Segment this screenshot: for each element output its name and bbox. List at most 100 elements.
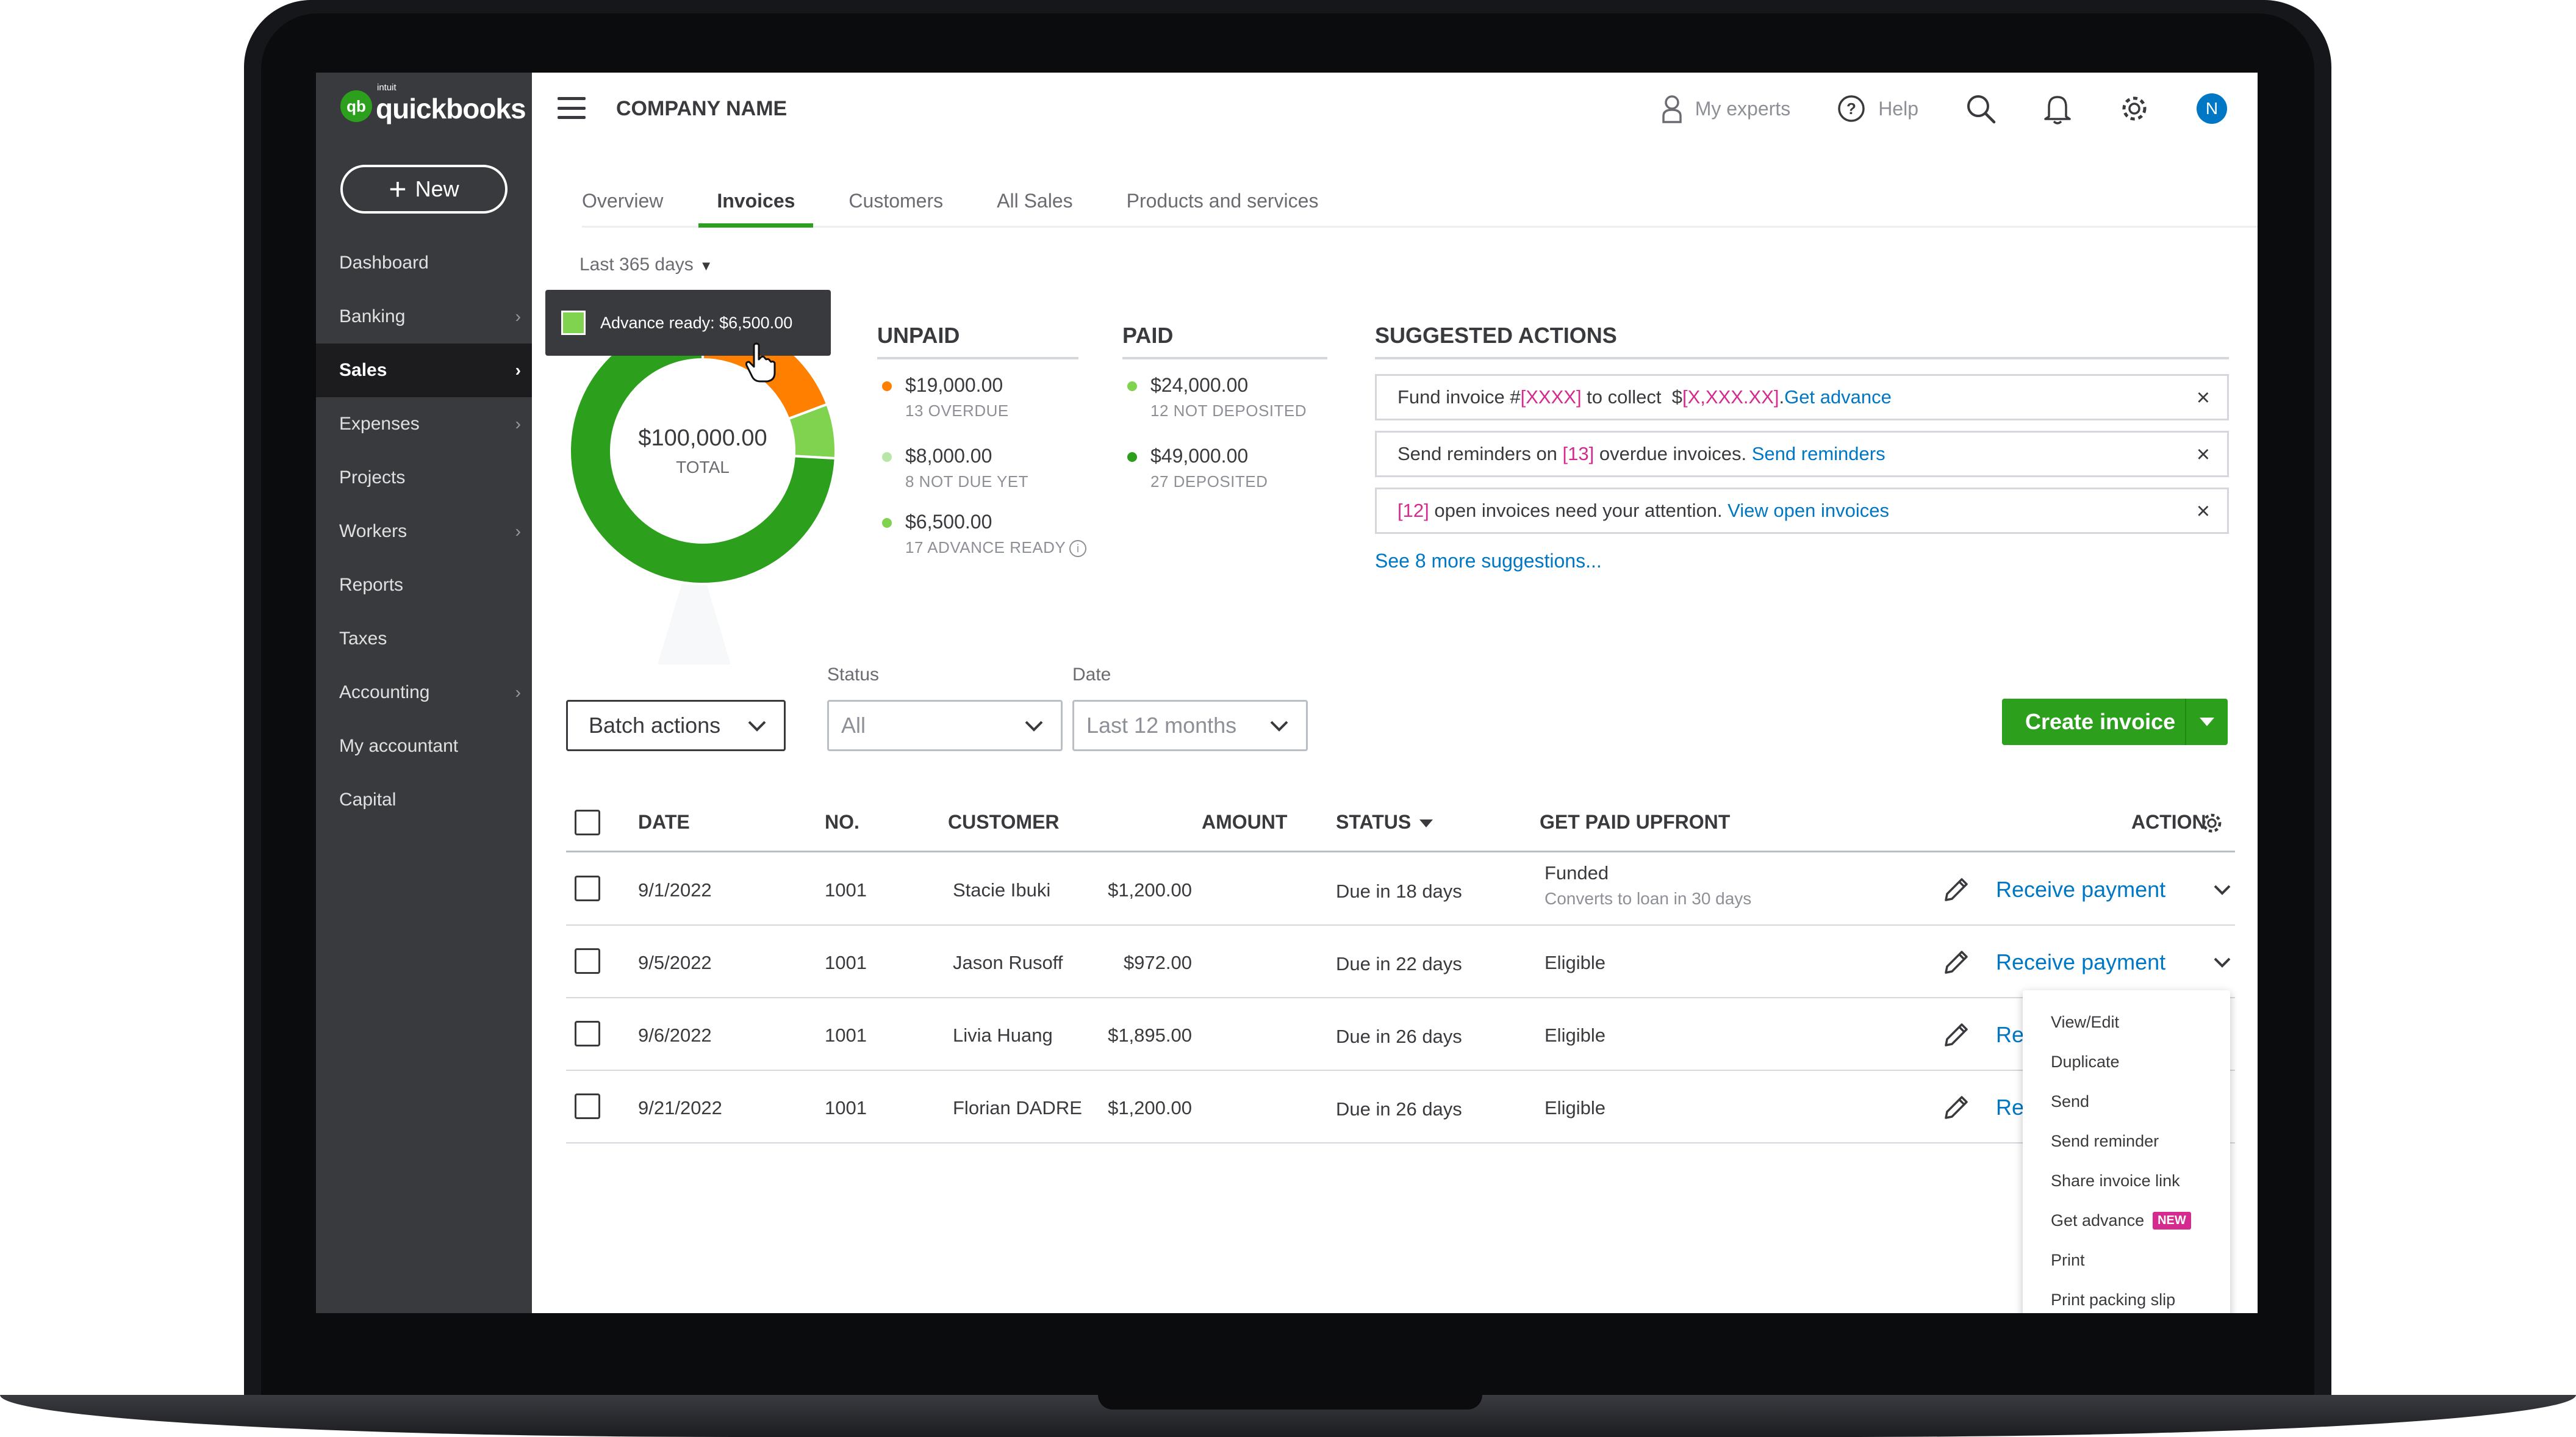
create-invoice-button[interactable]: Create invoice xyxy=(2002,699,2228,745)
col-amount[interactable]: AMOUNT xyxy=(1202,811,1288,833)
more-suggestions-link[interactable]: See 8 more suggestions... xyxy=(1375,550,1602,572)
table-row[interactable]: 9/5/2022 1001 Jason Rusoff $972.00 Due in 22… xyxy=(566,926,2235,998)
suggestion-link[interactable]: Get advance xyxy=(1784,386,1892,408)
suggestion-card: Send reminders on [13] overdue invoices.… xyxy=(1375,431,2229,477)
close-icon[interactable]: × xyxy=(2196,385,2210,411)
suggestion-link[interactable]: View open invoices xyxy=(1727,500,1889,521)
sidebar-item-reports[interactable]: Reports xyxy=(316,558,532,612)
hand-cursor-icon xyxy=(745,342,776,383)
search-icon[interactable] xyxy=(1965,93,1997,124)
unpaid-amount: $8,000.00 xyxy=(905,445,992,467)
row-checkbox[interactable] xyxy=(575,948,600,974)
sidebar-item-my-accountant[interactable]: My accountant xyxy=(316,719,532,773)
status-select[interactable]: All xyxy=(827,700,1063,751)
close-icon[interactable]: × xyxy=(2196,442,2210,467)
tab-products-and-services[interactable]: Products and services xyxy=(1126,190,1319,212)
row-checkbox[interactable] xyxy=(575,1021,600,1046)
paid-sublabel: 27 DEPOSITED xyxy=(1150,472,1268,491)
col-no[interactable]: NO. xyxy=(825,811,859,833)
cell-customer[interactable]: Florian DADRE xyxy=(953,1097,1082,1118)
cell-date: 9/1/2022 xyxy=(638,879,712,901)
col-date[interactable]: DATE xyxy=(638,811,690,833)
edit-pencil-icon[interactable] xyxy=(1941,1092,1971,1128)
row-checkbox[interactable] xyxy=(575,876,600,901)
qb-logo-icon: qb xyxy=(340,90,372,122)
batch-actions-dropdown[interactable]: Batch actions xyxy=(566,700,786,751)
select-all-checkbox[interactable] xyxy=(575,810,600,835)
receive-payment-link[interactable]: Re xyxy=(1996,1095,2025,1120)
gear-icon[interactable] xyxy=(2119,93,2150,124)
intuit-label: intuit xyxy=(377,82,396,93)
chevron-down-icon[interactable] xyxy=(2213,879,2231,901)
sidebar-item-dashboard[interactable]: Dashboard xyxy=(316,236,532,290)
menu-item-send[interactable]: Send xyxy=(2023,1082,2230,1122)
caret-down-icon xyxy=(2200,718,2214,726)
sidebar-item-accounting[interactable]: Accounting › xyxy=(316,666,532,719)
close-icon[interactable]: × xyxy=(2196,499,2210,524)
edit-pencil-icon[interactable] xyxy=(1941,874,1971,910)
company-name: COMPANY NAME xyxy=(616,97,788,120)
menu-item-share-invoice-link[interactable]: Share invoice link xyxy=(2023,1161,2230,1201)
table-row[interactable]: 9/1/2022 1001 Stacie Ibuki $1,200.00 Due in … xyxy=(566,854,2235,926)
sales-tabs: Overview Invoices Customers All Sales Produc… xyxy=(582,185,2258,228)
sidebar-item-banking[interactable]: Banking › xyxy=(316,290,532,344)
menu-item-get-advance[interactable]: Get advance NEW xyxy=(2023,1201,2230,1241)
cell-customer[interactable]: Livia Huang xyxy=(953,1025,1053,1046)
menu-item-duplicate[interactable]: Duplicate xyxy=(2023,1042,2230,1082)
menu-item-print[interactable]: Print xyxy=(2023,1241,2230,1280)
table-row[interactable]: 9/6/2022 1001 Livia Huang $1,895.00 Due in 2… xyxy=(566,999,2235,1071)
gear-icon[interactable] xyxy=(2200,811,2224,835)
sidebar-item-sales[interactable]: Sales › xyxy=(316,344,532,397)
tab-customers[interactable]: Customers xyxy=(849,190,944,212)
col-get-paid-upfront[interactable]: GET PAID UPFRONT xyxy=(1540,811,1731,833)
suggestion-card: [12] open invoices need your attention. … xyxy=(1375,488,2229,534)
menu-item-label: Send reminder xyxy=(2051,1132,2159,1150)
paid-sublabel: 12 NOT DEPOSITED xyxy=(1150,402,1307,420)
suggestion-highlight: [12] xyxy=(1397,500,1429,521)
sidebar-item-label: Capital xyxy=(339,790,396,810)
tab-invoices[interactable]: Invoices xyxy=(698,185,814,228)
tab-all-sales[interactable]: All Sales xyxy=(997,190,1073,212)
suggestion-text: open invoices need your attention. xyxy=(1429,500,1728,521)
sidebar-item-taxes[interactable]: Taxes xyxy=(316,612,532,666)
sidebar-item-workers[interactable]: Workers › xyxy=(316,505,532,558)
chevron-down-icon[interactable] xyxy=(2213,952,2231,974)
my-experts-button[interactable]: My experts xyxy=(1661,94,1790,123)
date-range-filter[interactable]: Last 365 days ▼ xyxy=(579,254,713,275)
create-invoice-dropdown[interactable] xyxy=(2185,699,2228,745)
cell-amount: $1,200.00 xyxy=(1108,879,1192,901)
col-customer[interactable]: CUSTOMER xyxy=(948,811,1060,833)
row-checkbox[interactable] xyxy=(575,1093,600,1119)
receive-payment-link[interactable]: Receive payment xyxy=(1996,877,2166,902)
suggestion-link[interactable]: Send reminders xyxy=(1751,443,1885,464)
sidebar-item-label: Sales xyxy=(339,360,387,380)
table-row[interactable]: 9/21/2022 1001 Florian DADRE $1,200.00 Due i… xyxy=(566,1071,2235,1143)
edit-pencil-icon[interactable] xyxy=(1941,947,1971,982)
receive-payment-link[interactable]: Re xyxy=(1996,1022,2025,1047)
caret-down-icon xyxy=(1419,819,1433,828)
tab-overview[interactable]: Overview xyxy=(582,190,664,212)
menu-item-print-packing-slip[interactable]: Print packing slip xyxy=(2023,1280,2230,1313)
edit-pencil-icon[interactable] xyxy=(1941,1020,1971,1055)
paid-heading: PAID xyxy=(1122,323,1327,359)
sidebar-item-projects[interactable]: Projects xyxy=(316,451,532,505)
receive-payment-link[interactable]: Receive payment xyxy=(1996,949,2166,974)
status-dot xyxy=(882,518,892,528)
quickbooks-logo[interactable]: qb intuit quickbooks xyxy=(340,82,526,124)
date-select[interactable]: Last 12 months xyxy=(1072,700,1308,751)
bell-icon[interactable] xyxy=(2043,92,2072,125)
col-status[interactable]: STATUS xyxy=(1336,811,1433,834)
hamburger-menu-icon[interactable] xyxy=(558,97,586,119)
sidebar-item-expenses[interactable]: Expenses › xyxy=(316,397,532,451)
cell-customer[interactable]: Jason Rusoff xyxy=(953,952,1063,973)
status-filter-label: Status xyxy=(827,664,880,685)
user-avatar[interactable]: N xyxy=(2197,93,2227,124)
cell-customer[interactable]: Stacie Ibuki xyxy=(953,879,1051,901)
help-button[interactable]: ? Help xyxy=(1837,94,1918,123)
sidebar-item-capital[interactable]: Capital xyxy=(316,773,532,827)
menu-item-view-edit[interactable]: View/Edit xyxy=(2023,1003,2230,1042)
caret-down-icon: ▼ xyxy=(699,258,713,273)
info-icon[interactable]: i xyxy=(1069,540,1087,558)
new-button[interactable]: + New xyxy=(340,165,508,214)
menu-item-send-reminder[interactable]: Send reminder xyxy=(2023,1122,2230,1161)
